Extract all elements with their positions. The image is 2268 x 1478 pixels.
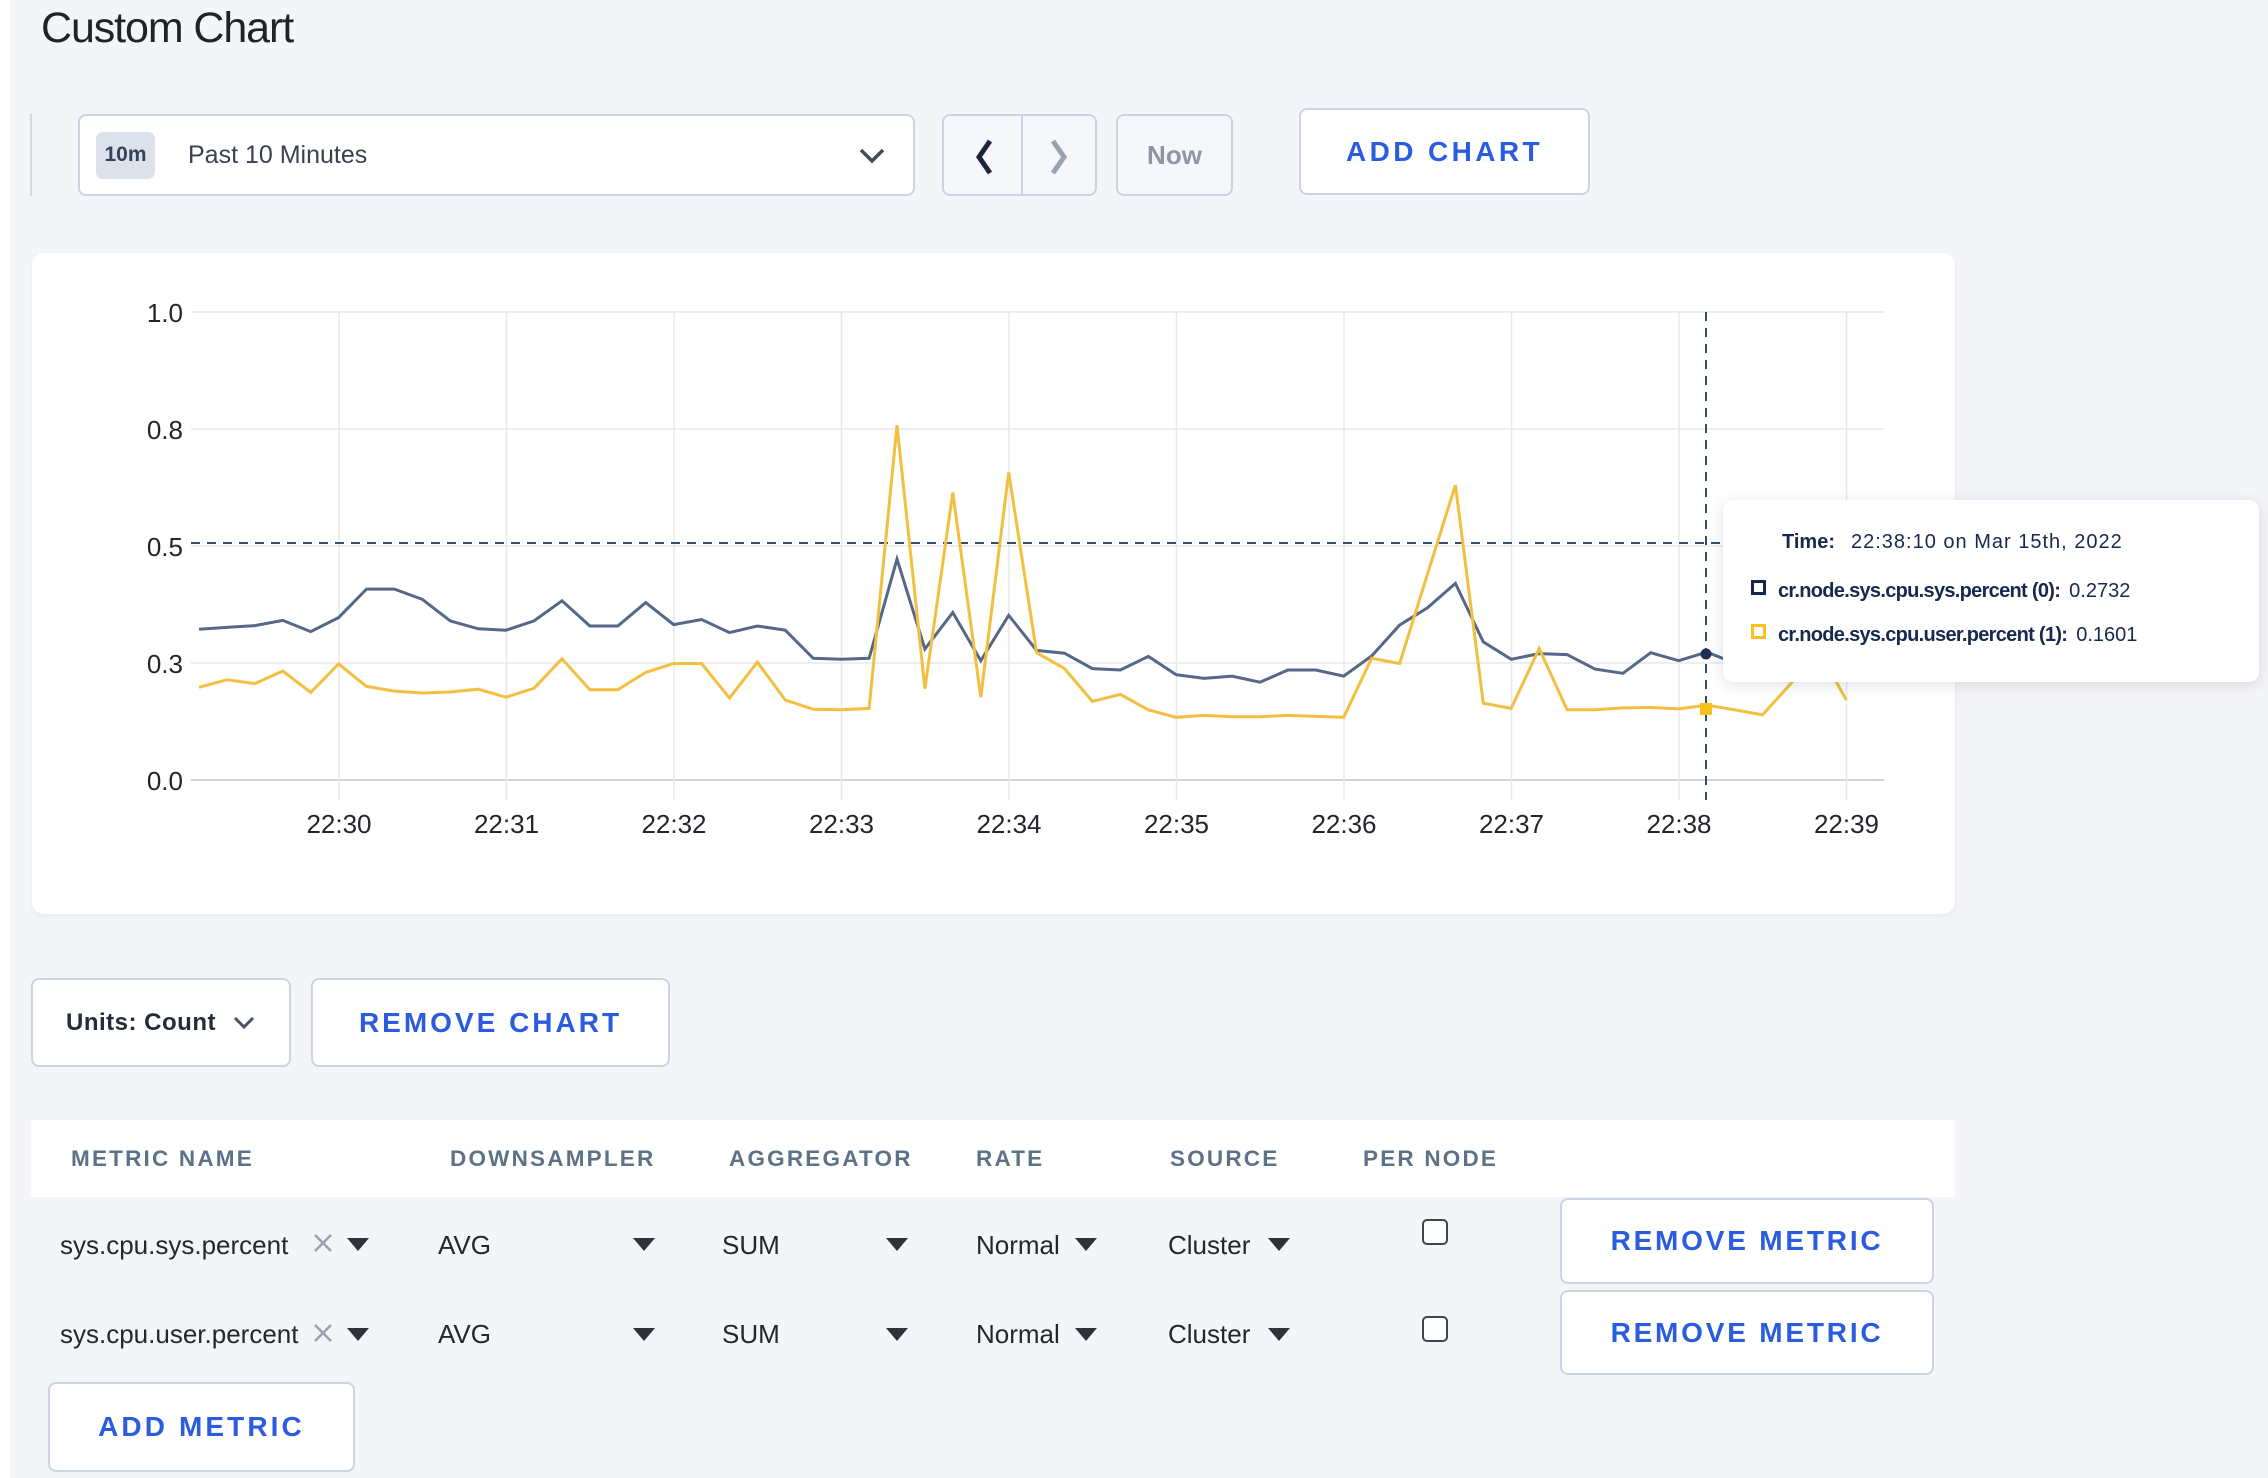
svg-text:0.3: 0.3	[147, 649, 183, 679]
svg-text:22:30: 22:30	[306, 809, 371, 839]
svg-text:0.8: 0.8	[147, 415, 183, 445]
svg-text:22:34: 22:34	[976, 809, 1041, 839]
svg-text:22:33: 22:33	[809, 809, 874, 839]
svg-text:22:38: 22:38	[1646, 809, 1711, 839]
svg-text:1.0: 1.0	[147, 298, 183, 328]
svg-text:22:32: 22:32	[641, 809, 706, 839]
svg-text:22:39: 22:39	[1814, 809, 1879, 839]
svg-text:22:37: 22:37	[1479, 809, 1544, 839]
svg-text:22:35: 22:35	[1144, 809, 1209, 839]
svg-text:0.0: 0.0	[147, 766, 183, 796]
svg-text:22:36: 22:36	[1311, 809, 1376, 839]
svg-text:22:31: 22:31	[474, 809, 539, 839]
svg-text:0.5: 0.5	[147, 532, 183, 562]
